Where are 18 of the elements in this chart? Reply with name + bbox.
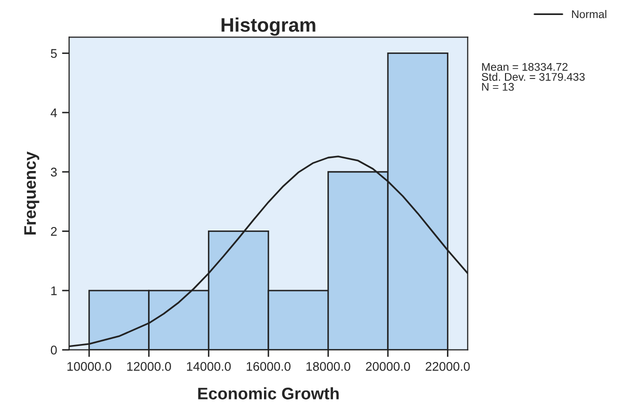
y-tick-label: 3 xyxy=(50,168,57,177)
y-tick-label: 0 xyxy=(50,346,57,355)
y-tick-label: 1 xyxy=(51,286,57,296)
y-tick-label: 4 xyxy=(50,108,57,118)
x-tick-label: 12000.0 xyxy=(127,362,171,371)
y-axis-title: Frequency xyxy=(24,151,40,235)
y-tick-label: 2 xyxy=(50,227,57,236)
x-tick-label: 16000.0 xyxy=(246,362,290,371)
chart-title: Histogram xyxy=(222,18,316,36)
x-tick-label: 20000.0 xyxy=(366,362,410,371)
x-tick-label: 18000.0 xyxy=(306,362,350,371)
x-axis-title: Economic Growth xyxy=(198,387,339,400)
x-tick-label: 14000.0 xyxy=(187,362,231,371)
text: Mean = 18334.72 Std. Dev. = 3179.433 N = 13 xyxy=(482,62,585,91)
x-tick-label: 10000.0 xyxy=(67,362,112,371)
x-tick-label: 22000.0 xyxy=(426,362,470,371)
legend-label: Normal xyxy=(572,10,606,18)
y-tick-label: 5 xyxy=(50,49,57,58)
